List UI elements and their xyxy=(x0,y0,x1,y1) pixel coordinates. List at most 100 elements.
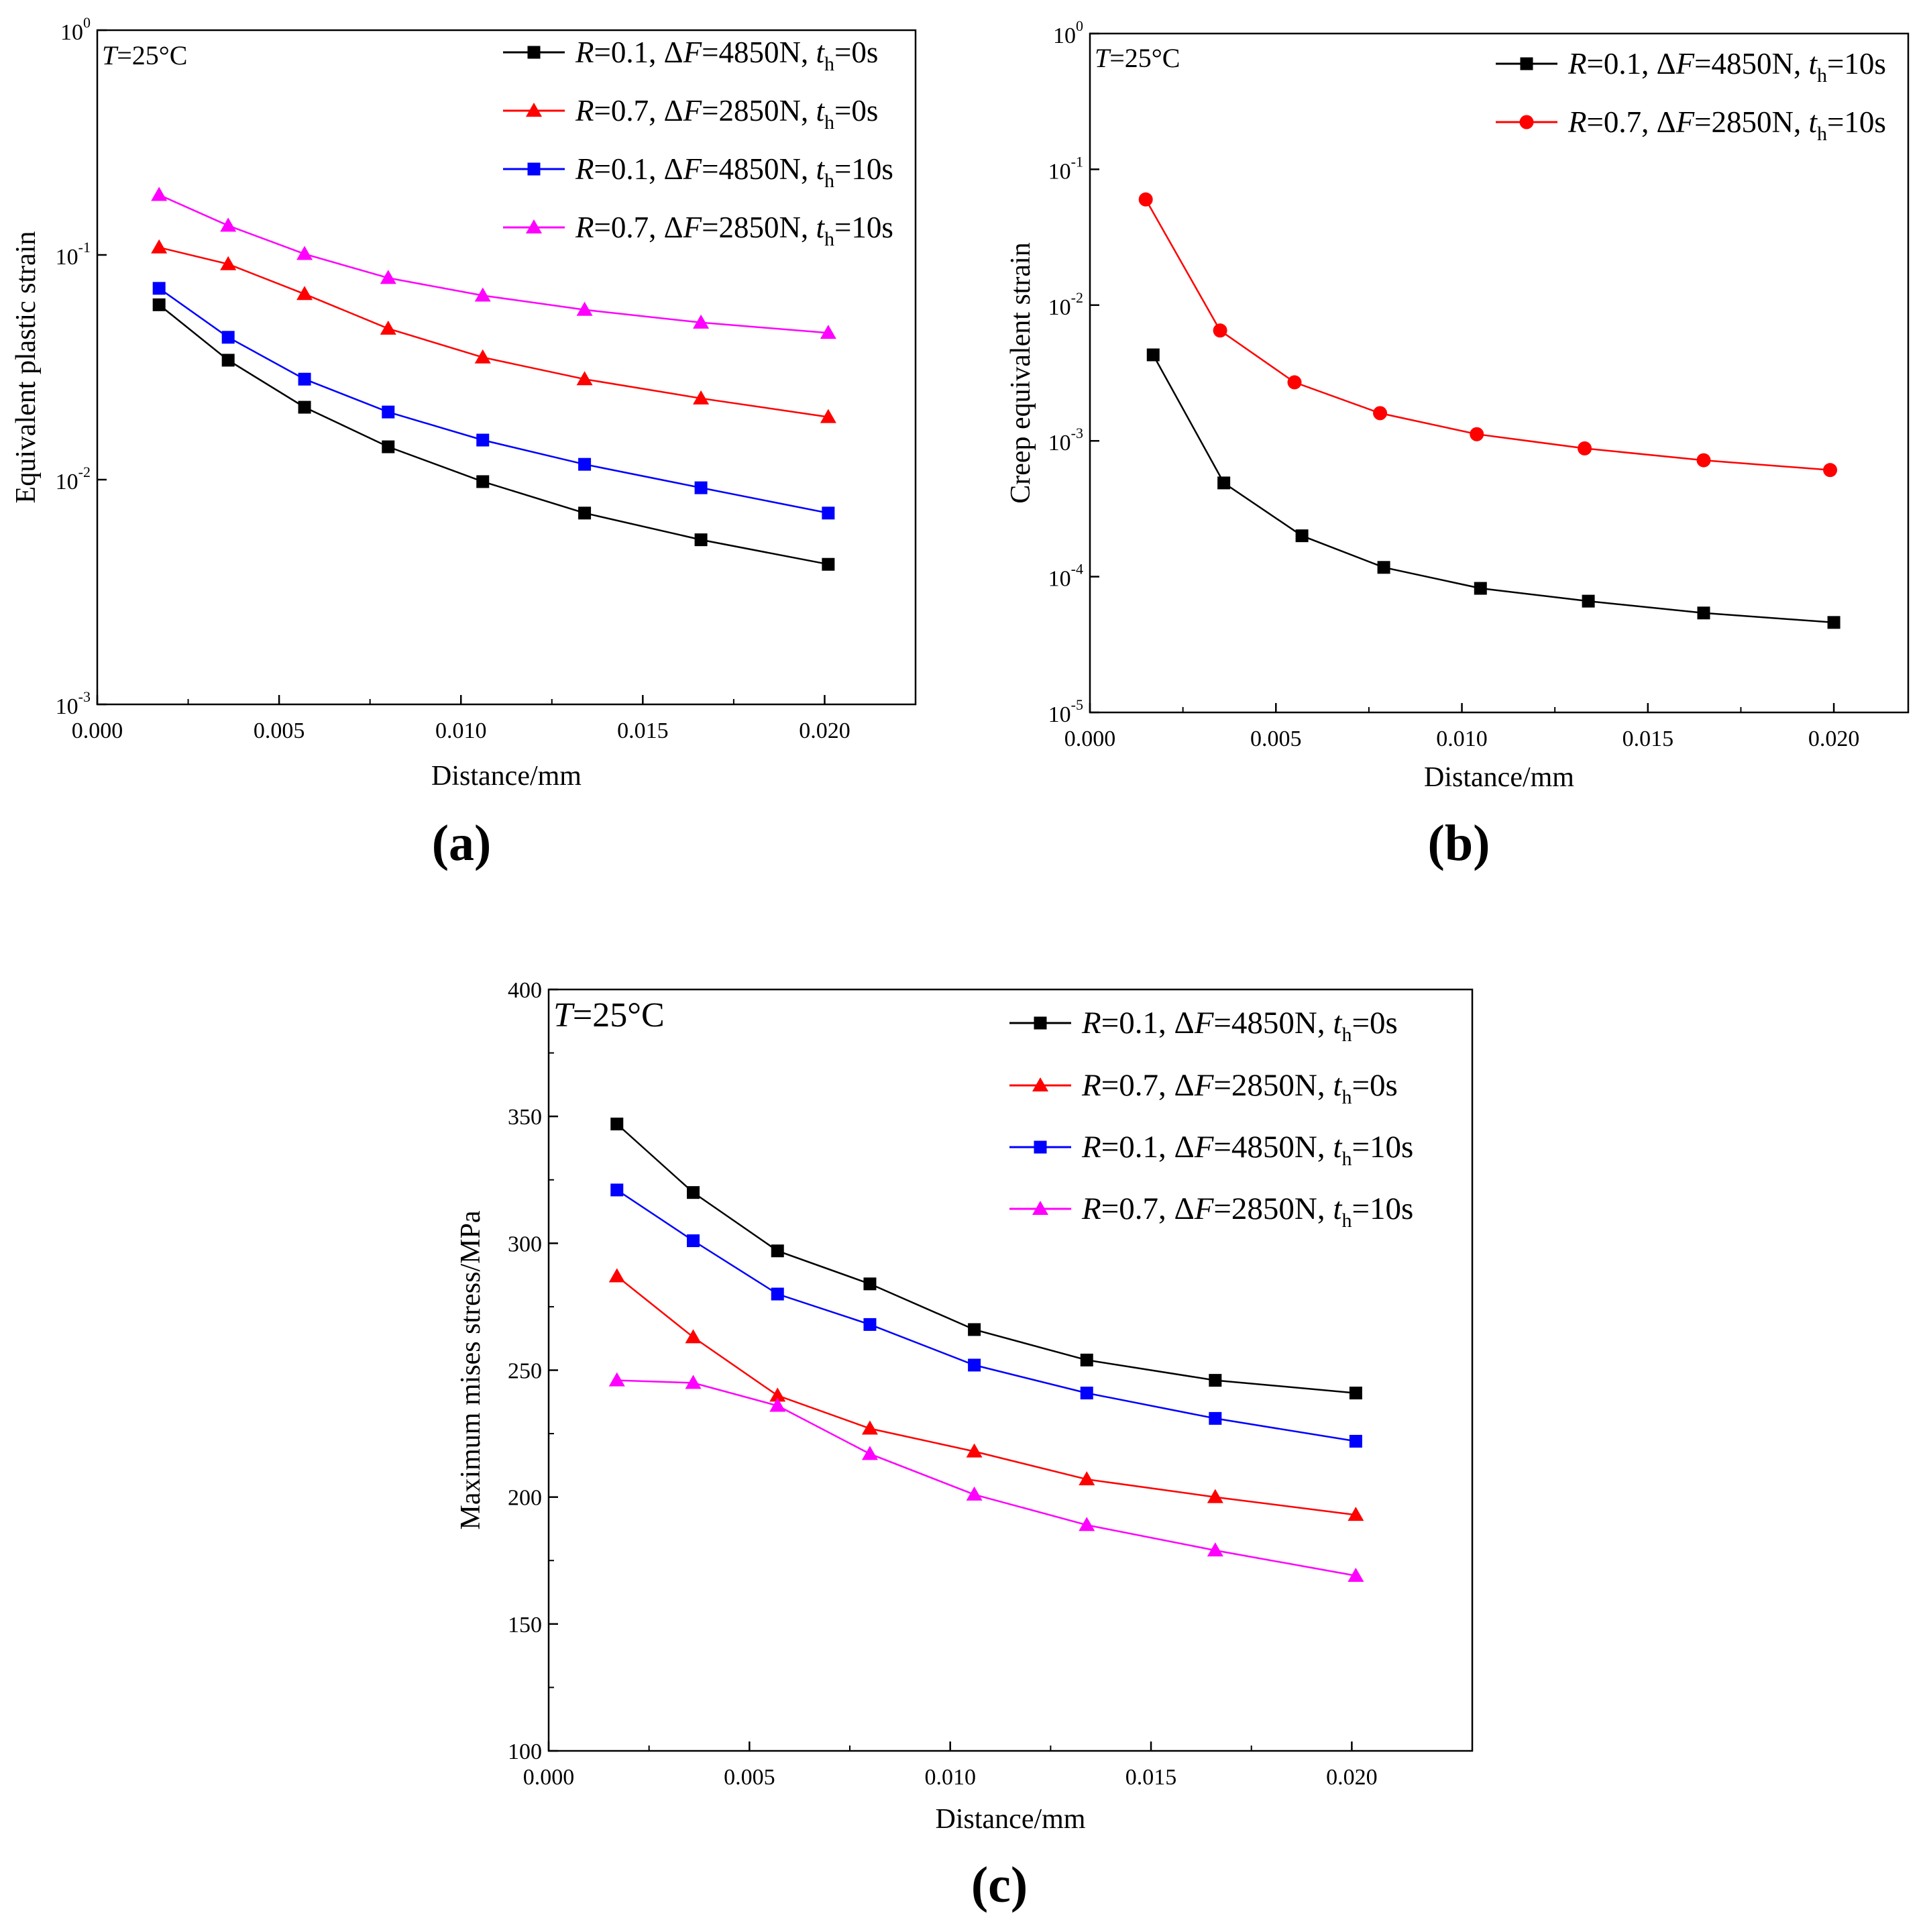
x-tick-label: 0.000 xyxy=(523,1765,575,1790)
data-point xyxy=(220,256,237,270)
series-1 xyxy=(610,1118,1362,1400)
y-tick-label: 400 xyxy=(508,978,542,1003)
series-1 xyxy=(152,298,835,571)
legend-entry: R=0.7, ΔF=2850N, th=0s xyxy=(503,94,878,133)
legend-marker xyxy=(1032,1201,1048,1215)
data-point xyxy=(769,1397,786,1412)
legend-label: R=0.1, ΔF=4850N, th=10s xyxy=(1081,1130,1413,1170)
series-3 xyxy=(610,1183,1362,1448)
data-point xyxy=(687,1186,700,1199)
data-point xyxy=(296,286,313,301)
legend-label: R=0.1, ΔF=4850N, th=0s xyxy=(1081,1006,1398,1046)
x-axis-label: Distance/mm xyxy=(936,1804,1086,1835)
data-point xyxy=(693,314,710,329)
data-point xyxy=(221,331,235,344)
data-point xyxy=(1349,1387,1362,1400)
chart-c: 0.000 0.005 0.010 0.015 0.020 100 150 200 250 300… xyxy=(455,978,1474,1913)
x-tick-label: 0.010 xyxy=(435,718,487,743)
y-tick-label: 10-2 xyxy=(56,464,91,494)
legend-entry: R=0.1, ΔF=4850N, th=10s xyxy=(503,152,893,192)
x-tick-label: 0.015 xyxy=(1622,727,1674,751)
data-point xyxy=(151,186,168,201)
data-point xyxy=(221,354,235,367)
data-point xyxy=(1079,1471,1095,1486)
data-point xyxy=(1207,1542,1223,1557)
legend-entry: R=0.7, ΔF=2850N, th=10s xyxy=(1496,105,1886,145)
legend-marker xyxy=(1519,115,1534,129)
data-point xyxy=(820,409,836,423)
data-point xyxy=(861,1420,878,1435)
plot-frame xyxy=(547,988,1474,1752)
legend-entry: R=0.1, ΔF=4850N, th=10s xyxy=(1009,1130,1413,1170)
legend-entry: R=0.7, ΔF=2850N, th=10s xyxy=(503,211,893,250)
y-axis-label: Maximum mises stress/MPa xyxy=(455,1210,486,1529)
data-point xyxy=(968,1358,981,1372)
data-point xyxy=(1217,476,1231,490)
x-tick-label: 0.010 xyxy=(1436,727,1488,751)
data-point xyxy=(1349,1434,1362,1448)
data-point xyxy=(296,246,313,260)
data-point xyxy=(861,1446,878,1460)
series-line xyxy=(1145,199,1830,471)
data-point xyxy=(1470,427,1484,441)
x-tick-label: 0.005 xyxy=(1250,727,1302,751)
y-tick-label: 10-3 xyxy=(56,688,91,719)
series-4 xyxy=(151,186,836,339)
series-line xyxy=(158,287,829,515)
data-point xyxy=(1823,463,1838,478)
legend-label: R=0.7, ΔF=2850N, th=10s xyxy=(575,211,893,250)
series-2 xyxy=(608,1268,1364,1521)
legend-marker xyxy=(527,162,541,176)
panel-label: (b) xyxy=(1428,815,1490,871)
plot-frame xyxy=(96,29,917,706)
chart-a: 0.000 0.005 0.010 0.015 0.020 10-3 10-2 10-1 100… xyxy=(11,14,917,871)
y-tick-label: 100 xyxy=(1053,17,1083,48)
data-point xyxy=(966,1486,983,1501)
y-tick-label: 300 xyxy=(508,1232,542,1256)
chart-b: 0.000 0.005 0.010 0.015 0.020 10-5 10-4 10-3 10-… xyxy=(1005,17,1910,871)
series-line xyxy=(616,1379,1356,1577)
data-point xyxy=(610,1183,624,1197)
data-point xyxy=(1348,1567,1364,1582)
data-point xyxy=(694,533,708,547)
series-2 xyxy=(151,239,836,423)
data-point xyxy=(380,320,396,335)
y-tick-label: 10-4 xyxy=(1048,561,1083,592)
legend-label: R=0.1, ΔF=4850N, th=10s xyxy=(575,152,893,192)
y-tick-label: 10-5 xyxy=(1048,696,1083,727)
legend-label: R=0.7, ΔF=2850N, th=0s xyxy=(1081,1068,1398,1108)
data-point xyxy=(822,557,835,571)
series-2 xyxy=(1138,192,1838,478)
data-point xyxy=(382,405,395,419)
data-point xyxy=(298,400,311,414)
data-point xyxy=(820,325,836,339)
data-point xyxy=(968,1323,981,1336)
data-point xyxy=(152,282,166,295)
data-point xyxy=(966,1443,983,1458)
legend-entry: R=0.1, ΔF=4850N, th=10s xyxy=(1496,47,1886,87)
series-line xyxy=(158,304,829,566)
data-point xyxy=(1578,441,1592,455)
x-tick-label: 0.000 xyxy=(72,718,123,743)
plot-frame xyxy=(1089,32,1910,714)
data-point xyxy=(476,475,490,488)
series-4 xyxy=(608,1372,1364,1582)
legend-marker xyxy=(526,103,542,117)
series-line xyxy=(616,1123,1356,1394)
data-point xyxy=(1080,1353,1093,1366)
data-point xyxy=(474,349,491,364)
x-axis-label: Distance/mm xyxy=(431,761,582,792)
data-point xyxy=(1696,453,1711,468)
x-tick-label: 0.020 xyxy=(799,718,850,743)
data-point xyxy=(769,1387,786,1402)
y-tick-label: 250 xyxy=(508,1359,542,1384)
data-point xyxy=(152,298,166,311)
data-point xyxy=(771,1244,784,1258)
series-line xyxy=(158,246,829,418)
legend-entry: R=0.7, ΔF=2850N, th=10s xyxy=(1009,1191,1413,1232)
data-point xyxy=(863,1277,877,1291)
x-tick-label: 0.015 xyxy=(1125,1765,1177,1790)
panel-label: (c) xyxy=(971,1857,1028,1913)
data-point xyxy=(1582,594,1595,608)
